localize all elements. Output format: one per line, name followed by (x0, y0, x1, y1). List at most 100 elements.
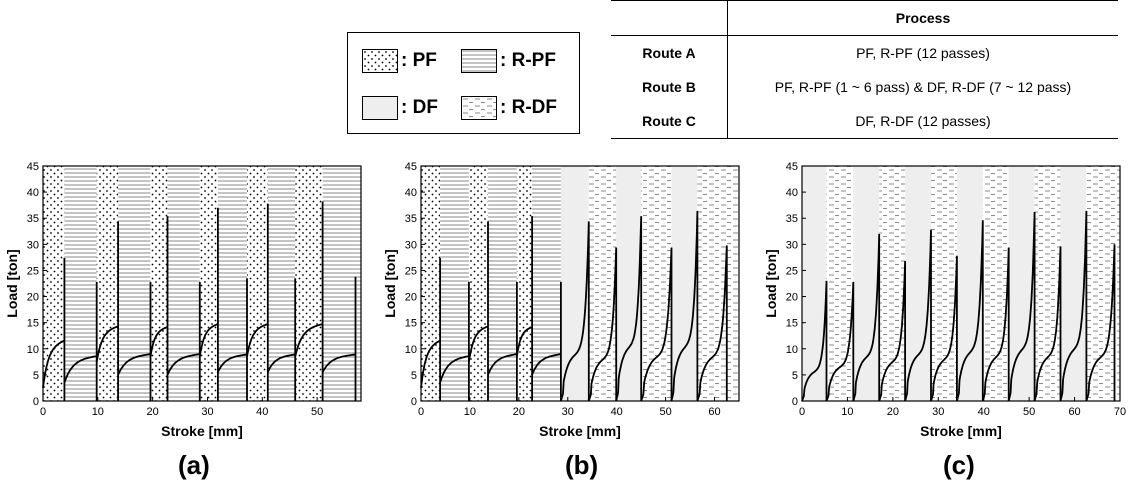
load-curve-pass-11 (1059, 210, 1088, 402)
load-curve-pass-10 (266, 278, 297, 401)
y-tick-label: 0 (33, 396, 39, 408)
load-curve-pass-6 (930, 255, 958, 402)
y-tick-label: 40 (27, 187, 39, 199)
legend-swatch-df (362, 96, 398, 120)
y-tick-label: 5 (411, 370, 417, 382)
load-curve-pass-5 (149, 216, 169, 401)
legend-swatch-pattern (363, 97, 397, 119)
y-tick-label: 30 (405, 239, 417, 251)
legend-box: : PF : R-PF : DF : R-DF (347, 32, 580, 134)
x-tick-label: 30 (932, 406, 944, 418)
panel-label-b: (b) (565, 450, 599, 480)
x-tick-label: 10 (92, 406, 104, 418)
region-pf (43, 166, 65, 401)
legend-item-r-df: : R-DF (461, 96, 557, 120)
load-curve-pass-8 (587, 247, 618, 402)
x-tick-label: 10 (841, 406, 853, 418)
region-r-pf (488, 166, 517, 401)
region-r-df (641, 166, 672, 401)
y-tick-label: 25 (786, 265, 798, 277)
region-df (956, 166, 983, 401)
y-tick-label: 5 (792, 370, 798, 382)
load-curve-pass-11 (294, 201, 324, 401)
legend-label-r-pf: : R-PF (500, 50, 556, 71)
table-cell-process: DF, R-DF (12 passes) (727, 104, 1118, 139)
legend-item-r-pf: : R-PF (461, 49, 556, 73)
load-curve-pass-12 (1085, 244, 1116, 402)
region-pf (516, 166, 533, 401)
table-row: Route A PF, R-PF (12 passes) (611, 35, 1118, 70)
load-curve-pass-12 (321, 276, 357, 401)
load-curve-pass-9 (615, 216, 643, 402)
x-axis-label: Stroke [mm] (920, 423, 1002, 439)
x-tick-label: 30 (562, 406, 574, 418)
load-curve-pass-10 (1033, 246, 1062, 402)
table-header-route (611, 0, 728, 36)
load-curve-pass-10 (640, 247, 673, 402)
table-row: Route B PF, R-PF (1 ~ 6 pass) & DF, R-DF… (611, 70, 1118, 104)
region-pf (421, 166, 441, 401)
region-df (802, 166, 827, 401)
load-curve-pass-2 (439, 281, 470, 401)
load-curve-pass-9 (246, 203, 269, 401)
region-r-pf (118, 166, 151, 401)
y-tick-label: 35 (27, 213, 39, 225)
y-tick-label: 10 (27, 344, 39, 356)
region-df (560, 166, 589, 401)
region-r-df (1086, 166, 1115, 401)
region-pf (199, 166, 218, 401)
load-curve-pass-3 (468, 221, 489, 401)
x-tick-label: 0 (40, 406, 46, 418)
load-curve-pass-7 (198, 207, 219, 401)
x-tick-label: 40 (978, 406, 990, 418)
y-tick-label: 30 (786, 239, 798, 251)
y-tick-label: 0 (792, 396, 798, 408)
y-tick-label: 15 (405, 318, 417, 330)
region-df (905, 166, 932, 401)
legend-swatch-pattern (462, 97, 496, 119)
x-tick-label: 50 (1023, 406, 1035, 418)
y-axis-label: Load [ton] (382, 249, 398, 317)
region-pf (246, 166, 268, 401)
y-tick-label: 45 (786, 161, 798, 173)
y-tick-label: 45 (27, 161, 39, 173)
region-r-pf (64, 166, 97, 401)
x-axis-label: Stroke [mm] (539, 423, 621, 439)
load-curve-pass-6 (166, 281, 201, 401)
x-tick-label: 20 (513, 406, 525, 418)
y-tick-label: 20 (27, 292, 39, 304)
x-tick-label: 20 (887, 406, 899, 418)
chart-panel-2: 0 5 10 15 20 25 30 35 40 45 0 10 20 30 40 50 60 Stroke [m… (382, 161, 740, 439)
x-axis-label: Stroke [mm] (161, 423, 243, 439)
x-tick-label: 50 (311, 406, 323, 418)
region-r-df (879, 166, 906, 401)
load-curve-pass-5 (516, 216, 533, 401)
legend-item-df: : DF (362, 96, 438, 120)
load-curve-pass-8 (217, 278, 248, 401)
region-r-pf (532, 166, 561, 401)
region-r-pf (440, 166, 469, 401)
x-tick-label: 0 (799, 406, 805, 418)
plot-frame (420, 165, 740, 402)
region-pf (468, 166, 489, 401)
load-curve-pass-1 (801, 280, 828, 402)
legend-label-df: : DF (401, 97, 438, 118)
region-df (1060, 166, 1087, 401)
y-tick-label: 20 (786, 292, 798, 304)
region-r-df (826, 166, 854, 401)
legend-item-pf: : PF (362, 49, 437, 73)
x-tick-label: 60 (1068, 406, 1080, 418)
region-r-df (982, 166, 1009, 401)
load-curve-pass-2 (825, 281, 855, 402)
load-curve-pass-1 (420, 257, 441, 401)
region-df (616, 166, 642, 401)
x-tick-label: 40 (256, 406, 268, 418)
y-tick-label: 40 (786, 187, 798, 199)
x-tick-label: 0 (418, 406, 424, 418)
region-pf (96, 166, 119, 401)
plot-frame (42, 165, 362, 402)
legend-label-r-df: : R-DF (500, 97, 557, 118)
table-cell-route: Route A (611, 35, 728, 70)
y-tick-label: 15 (786, 318, 798, 330)
